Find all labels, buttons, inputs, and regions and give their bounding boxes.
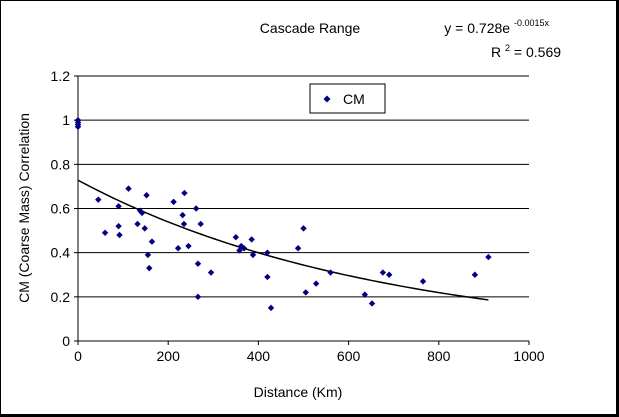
data-point bbox=[192, 205, 200, 212]
trend-equation-exponent: -0.0015x bbox=[514, 18, 550, 28]
data-point bbox=[194, 260, 202, 267]
y-tick-label: 0.6 bbox=[51, 201, 71, 217]
data-point bbox=[101, 229, 109, 236]
trend-line bbox=[77, 179, 489, 301]
grid-lines bbox=[78, 75, 529, 298]
y-tick-label: 1 bbox=[62, 112, 70, 128]
x-tick-label: 0 bbox=[74, 348, 82, 364]
data-point bbox=[125, 185, 132, 192]
data-point bbox=[294, 245, 302, 252]
trend-equation: y = 0.728e -0.0015x bbox=[444, 18, 549, 36]
data-point bbox=[302, 289, 309, 296]
data-point bbox=[74, 123, 82, 130]
r-squared-value: = 0.569 bbox=[514, 44, 561, 60]
data-point bbox=[148, 238, 156, 245]
data-point bbox=[141, 225, 148, 232]
data-point bbox=[143, 192, 150, 199]
y-tick-label: 0.2 bbox=[51, 289, 71, 305]
r-squared-label: R 2 = 0.569 bbox=[491, 38, 561, 60]
r-squared-superscript: 2 bbox=[505, 43, 510, 53]
data-point bbox=[207, 269, 215, 276]
data-point bbox=[379, 269, 387, 276]
data-points bbox=[74, 116, 492, 312]
chart-title: Cascade Range bbox=[260, 20, 361, 36]
data-point bbox=[95, 196, 102, 203]
x-tick-label: 400 bbox=[247, 348, 271, 364]
y-axis-label: CM (Coarse Mass) Correlation bbox=[16, 113, 32, 303]
data-point bbox=[264, 249, 271, 256]
x-tick-label: 1000 bbox=[513, 348, 544, 364]
data-point bbox=[232, 234, 240, 241]
data-point bbox=[267, 304, 275, 312]
trend-equation-base: y = 0.728e bbox=[444, 20, 510, 36]
x-axis-label: Distance (Km) bbox=[254, 384, 343, 400]
data-point bbox=[138, 209, 146, 217]
data-point bbox=[368, 300, 376, 307]
data-point bbox=[385, 271, 393, 278]
data-point bbox=[180, 220, 188, 228]
data-point bbox=[144, 251, 152, 259]
data-point bbox=[361, 291, 369, 298]
y-tick-label: 0.4 bbox=[51, 245, 71, 261]
data-point bbox=[419, 278, 427, 285]
legend-label: CM bbox=[343, 91, 365, 107]
legend: CM bbox=[309, 83, 386, 114]
data-point bbox=[170, 198, 177, 206]
data-point bbox=[264, 273, 271, 281]
y-tick-label: 0 bbox=[62, 333, 70, 349]
data-point bbox=[327, 269, 334, 276]
x-tick-label: 600 bbox=[337, 348, 361, 364]
data-point bbox=[249, 251, 257, 259]
data-point bbox=[146, 264, 153, 272]
data-point bbox=[194, 293, 202, 301]
y-tick-label: 0.8 bbox=[51, 156, 71, 172]
x-tick-label: 800 bbox=[427, 348, 451, 364]
data-point bbox=[471, 271, 479, 278]
data-point bbox=[134, 220, 141, 228]
data-point bbox=[300, 225, 307, 232]
data-point bbox=[115, 203, 122, 210]
data-point bbox=[485, 253, 492, 261]
y-tick-label: 1.2 bbox=[51, 68, 71, 84]
data-point bbox=[181, 189, 188, 197]
legend-marker bbox=[323, 95, 331, 103]
data-point bbox=[185, 242, 192, 250]
data-point bbox=[197, 220, 204, 228]
data-point bbox=[174, 245, 182, 252]
legend-box bbox=[309, 83, 386, 114]
r-squared-r: R bbox=[491, 44, 501, 60]
data-point bbox=[116, 231, 123, 239]
data-point bbox=[248, 236, 255, 243]
x-tick-label: 200 bbox=[157, 348, 181, 364]
data-point bbox=[240, 245, 248, 252]
data-point bbox=[179, 211, 186, 219]
data-point bbox=[115, 222, 122, 230]
tick-labels: 0 0.2 0.4 0.6 0.8 1 1.2 0 200 400 600 800 1000 bbox=[51, 68, 545, 364]
data-point bbox=[312, 280, 320, 287]
